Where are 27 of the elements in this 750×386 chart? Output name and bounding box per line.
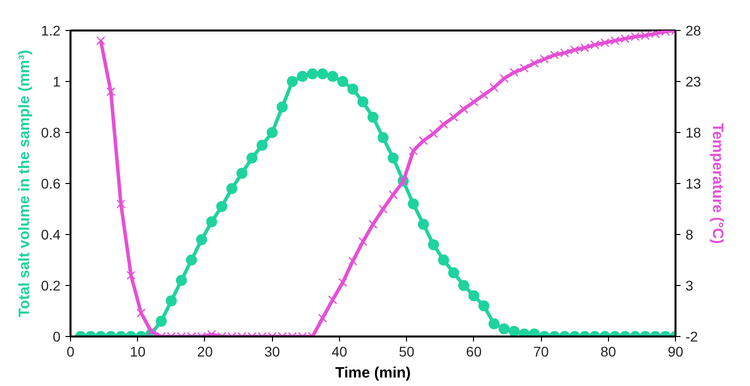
y2-axis-title: Temperature (°C) <box>709 123 726 244</box>
x-tick-label: 20 <box>197 344 213 360</box>
y-tick-label: 0.2 <box>41 278 61 294</box>
y-tick-label: 0.6 <box>41 176 61 192</box>
y2-tick-label: 3 <box>686 278 694 294</box>
y2-tick-label: 8 <box>686 226 694 242</box>
x-tick-label: 40 <box>332 344 348 360</box>
x-tick-label: 50 <box>398 344 415 360</box>
y2-tick-label: 28 <box>686 22 702 38</box>
x-tick-label: 0 <box>66 344 75 360</box>
y2-tick-label: -2 <box>686 328 698 344</box>
y-tick-label: 1.2 <box>41 22 61 38</box>
x-tick-label: 30 <box>264 344 280 360</box>
x-tick-label: 70 <box>533 344 550 360</box>
y2-tick-label: 13 <box>686 176 702 192</box>
y-tick-label: 0.8 <box>41 124 61 140</box>
y-tick-label: 0.4 <box>41 226 61 242</box>
x-tick-label: 60 <box>466 344 482 360</box>
x-tick-label: 90 <box>668 344 684 360</box>
y2-tick-label: 18 <box>686 124 702 140</box>
x-tick-label: 80 <box>600 344 616 360</box>
x-tick-label: 10 <box>130 344 146 360</box>
y-tick-label: 0 <box>52 328 61 344</box>
y-axis-title: Total salt volume in the sample (mm³) <box>16 50 34 318</box>
y-tick-label: 1 <box>52 74 61 90</box>
x-axis-title: Time (min) <box>335 364 411 382</box>
y2-tick-label: 23 <box>686 74 702 90</box>
